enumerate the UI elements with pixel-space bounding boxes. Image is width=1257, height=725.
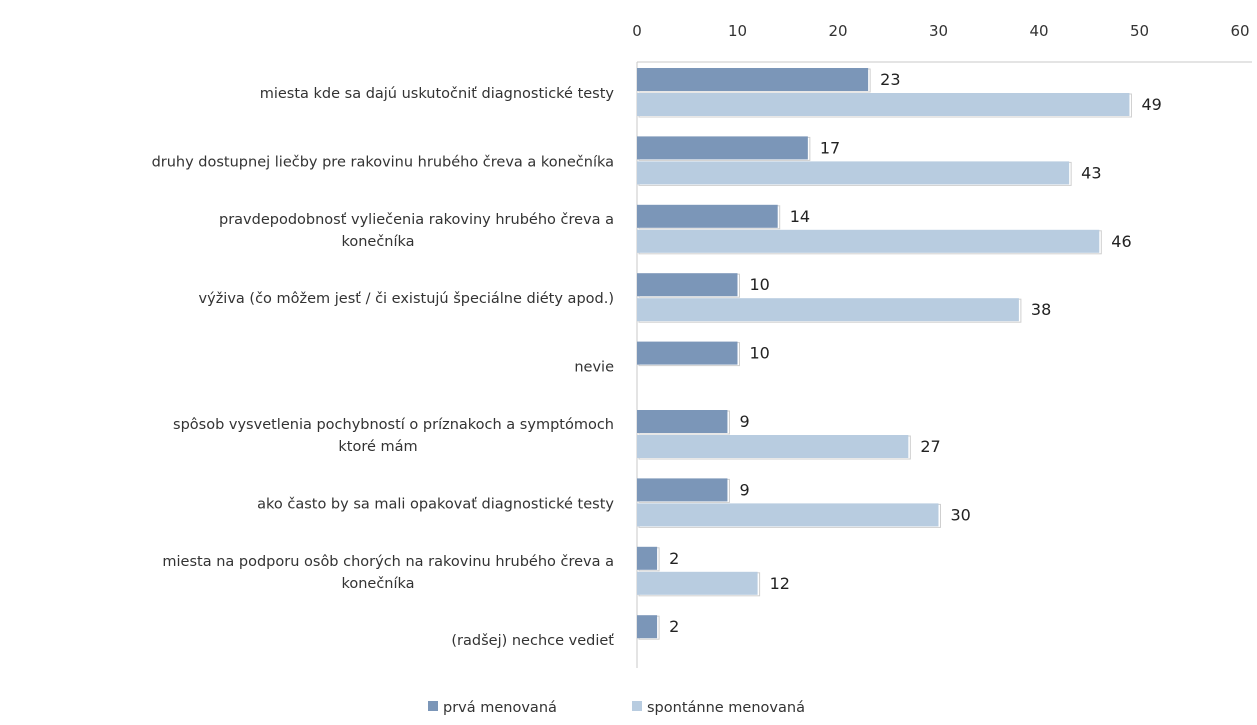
- category-label: spôsob vysvetlenia pochybností o príznak…: [173, 417, 614, 433]
- legend-label-prva: prvá menovaná: [443, 700, 557, 716]
- data-label: 12: [770, 574, 790, 593]
- category-label: konečníka: [341, 234, 414, 250]
- data-label: 30: [951, 505, 971, 524]
- category-label: pravdepodobnosť vyliečenia rakoviny hrub…: [219, 212, 614, 228]
- bar-prva-menovana: [637, 136, 808, 160]
- category-label: nevie: [574, 360, 614, 376]
- x-tick-label: 0: [632, 22, 642, 40]
- bar-spontanne-menovana: [637, 298, 1019, 322]
- bar-prva-menovana: [637, 546, 658, 570]
- x-tick-label: 60: [1230, 22, 1249, 40]
- x-tick-label: 20: [828, 22, 847, 40]
- category-labels: miesta kde sa dajú uskutočniť diagnostic…: [152, 86, 615, 649]
- data-label: 9: [739, 412, 749, 431]
- bar-spontanne-menovana: [637, 93, 1130, 116]
- bar-prva-menovana: [637, 68, 869, 91]
- legend: prvá menovaná spontánne menovaná: [428, 700, 805, 716]
- category-label: miesta kde sa dajú uskutočniť diagnostic…: [260, 86, 615, 102]
- data-label: 49: [1141, 95, 1161, 114]
- data-label: 38: [1031, 300, 1051, 319]
- data-label: 10: [750, 275, 770, 294]
- bar-prva-menovana: [637, 410, 728, 433]
- legend-swatch-spontanne: [632, 701, 642, 711]
- category-label: (radšej) nechce vedieť: [451, 633, 614, 649]
- legend-swatch-prva: [428, 701, 438, 711]
- category-label: výživa (čo môžem jesť / či existujú špec…: [199, 291, 614, 307]
- bar-spontanne-menovana: [637, 503, 939, 527]
- bar-prva-menovana: [637, 478, 728, 502]
- legend-label-spontanne: spontánne menovaná: [647, 700, 805, 716]
- category-label: miesta na podporu osôb chorých na rakovi…: [162, 554, 614, 570]
- bar-spontanne-menovana: [637, 229, 1100, 253]
- data-label: 14: [790, 207, 810, 226]
- category-label: konečníka: [341, 576, 414, 592]
- x-tick-label: 50: [1130, 22, 1149, 40]
- bar-prva-menovana: [637, 273, 738, 297]
- x-tick-label: 30: [929, 22, 948, 40]
- x-tick-label: 10: [728, 22, 747, 40]
- bar-prva-menovana: [637, 204, 778, 228]
- data-label: 23: [880, 70, 900, 89]
- data-label: 9: [739, 480, 749, 499]
- bar-spontanne-menovana: [637, 161, 1070, 185]
- data-label: 17: [820, 138, 840, 157]
- bar-spontanne-menovana: [637, 571, 758, 595]
- data-label: 10: [750, 344, 770, 363]
- data-label: 46: [1111, 232, 1131, 251]
- bar-spontanne-menovana: [637, 435, 909, 458]
- bars: 23 49 17 43 14 46 10 38 10 9 27 9 30 2 12 2: [637, 68, 1162, 640]
- category-label: druhy dostupnej liečby pre rakovinu hrub…: [152, 154, 614, 170]
- data-label: 27: [920, 437, 940, 456]
- category-label: ktoré mám: [338, 439, 417, 455]
- bar-prva-menovana: [637, 341, 738, 365]
- data-label: 2: [669, 549, 679, 568]
- data-label: 43: [1081, 163, 1101, 182]
- x-tick-label: 40: [1029, 22, 1048, 40]
- data-label: 2: [669, 617, 679, 636]
- category-label: ako často by sa mali opakovať diagnostic…: [257, 496, 614, 512]
- bar-prva-menovana: [637, 615, 658, 639]
